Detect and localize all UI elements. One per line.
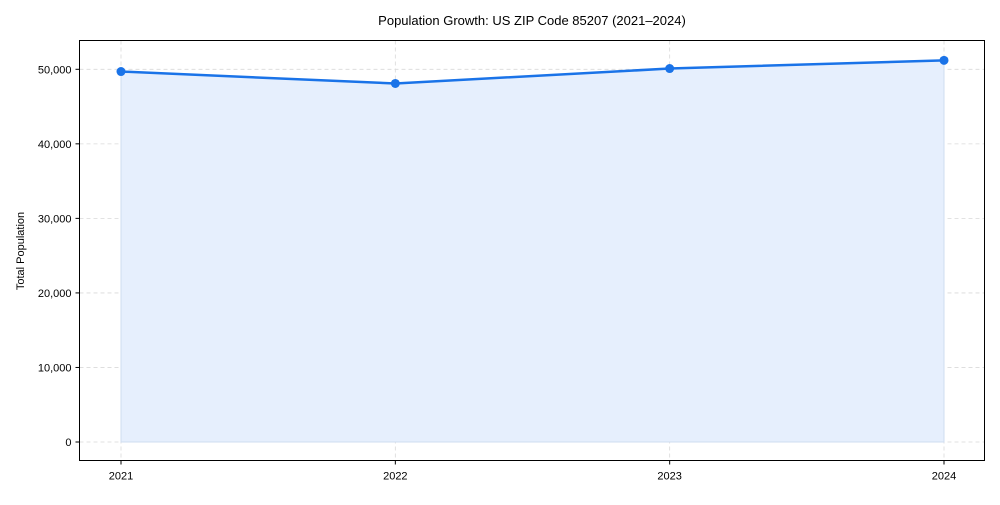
y-axis-label: Total Population — [15, 212, 27, 290]
x-tick-label: 2022 — [383, 471, 407, 483]
plot-frame — [79, 40, 985, 461]
area-fill — [120, 59, 945, 443]
data-point — [390, 78, 400, 88]
data-point — [116, 67, 126, 77]
data-point — [939, 55, 949, 65]
x-tick-label: 2021 — [109, 471, 133, 483]
y-tick-label: 40,000 — [38, 139, 72, 151]
series-line — [120, 59, 945, 85]
x-tick-label: 2024 — [932, 471, 956, 483]
y-tick-label: 10,000 — [38, 362, 72, 374]
y-tick-label: 20,000 — [38, 288, 72, 300]
chart-title: Population Growth: US ZIP Code 85207 (20… — [378, 13, 686, 28]
y-tick-label: 30,000 — [38, 213, 72, 225]
y-tick-label: 50,000 — [38, 64, 72, 76]
x-tick-label: 2023 — [657, 471, 681, 483]
y-tick-label: 0 — [65, 437, 71, 449]
data-point — [665, 64, 675, 74]
